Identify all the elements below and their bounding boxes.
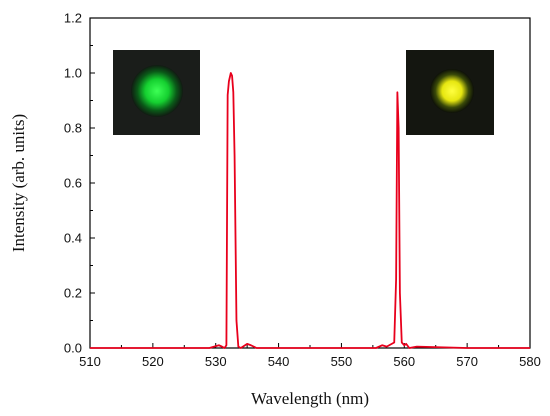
y-tick-label-5: 1.0: [64, 66, 82, 81]
series-line-0: [90, 72, 530, 349]
x-tick-label-1: 520: [142, 354, 164, 369]
y-tick-label-2: 0.4: [64, 231, 82, 246]
x-tick-label-7: 580: [519, 354, 541, 369]
y-tick-label-3: 0.6: [64, 176, 82, 191]
x-axis-title: Wavelength (nm): [251, 389, 369, 408]
series-layer: [90, 72, 530, 349]
x-tick-label-4: 550: [331, 354, 353, 369]
y-tick-label-4: 0.8: [64, 121, 82, 136]
y-tick-label-6: 1.2: [64, 11, 82, 26]
x-tick-label-6: 570: [456, 354, 478, 369]
tick-labels: 510 520 530 540 550 560 570 580 0.0 0.2 0.4 0.6 0.8 1…: [64, 11, 541, 370]
inset-yellow-glow: [430, 69, 474, 113]
inset-yellow-spot: [406, 50, 494, 135]
y-axis-title: Intensity (arb. units): [9, 114, 28, 252]
x-tick-label-0: 510: [79, 354, 101, 369]
x-tick-label-5: 560: [393, 354, 415, 369]
inset-green-spot: [113, 50, 200, 135]
x-tick-label-3: 540: [268, 354, 290, 369]
inset-green-glow: [131, 65, 183, 117]
y-tick-label-1: 0.2: [64, 286, 82, 301]
y-tick-label-0: 0.0: [64, 341, 82, 356]
x-tick-label-2: 530: [205, 354, 227, 369]
